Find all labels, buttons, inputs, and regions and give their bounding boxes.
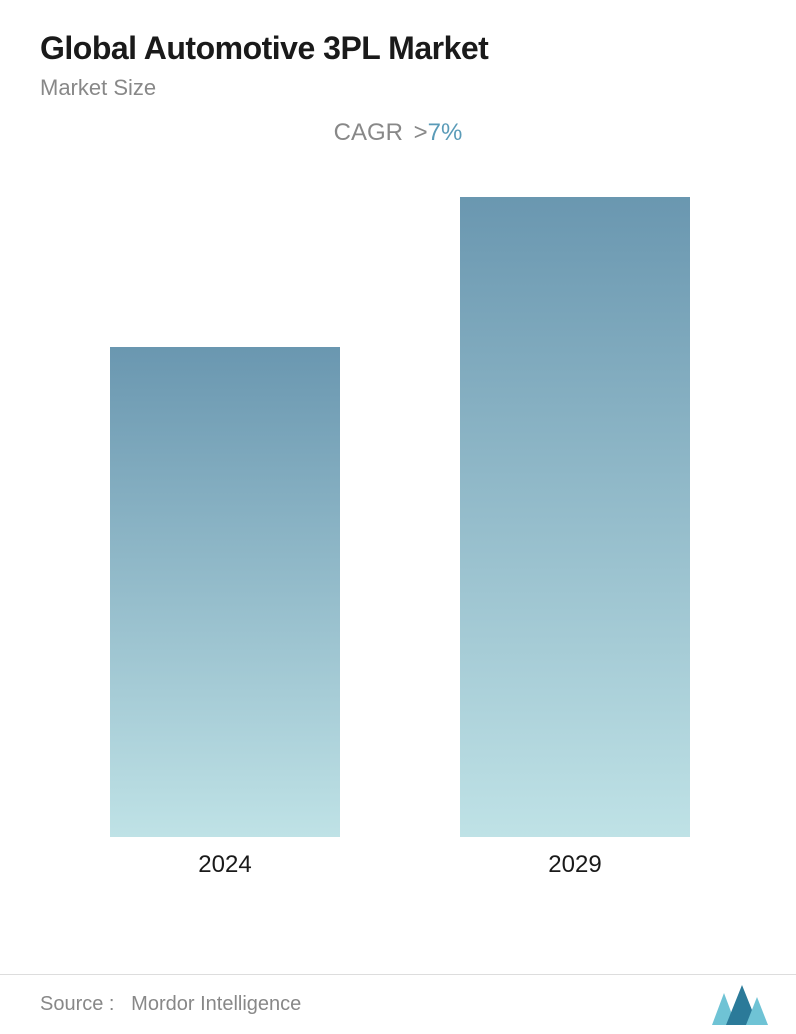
page-title: Global Automotive 3PL Market [40, 30, 756, 67]
source-label: Source : [40, 993, 114, 1015]
bar-2029 [460, 197, 690, 837]
source-line: Source : Mordor Intelligence [40, 993, 301, 1016]
page-subtitle: Market Size [40, 75, 756, 101]
cagr-operator: > [414, 119, 428, 146]
source-name: Mordor Intelligence [131, 993, 301, 1015]
footer: Source : Mordor Intelligence [0, 974, 796, 1034]
cagr-value: 7% [428, 119, 463, 146]
bar-label-2024: 2024 [110, 851, 340, 879]
bar-label-2029: 2029 [460, 851, 690, 879]
cagr-label: CAGR [334, 119, 403, 146]
bar-2024 [110, 347, 340, 837]
mordor-logo-icon [712, 985, 768, 1025]
bar-chart-svg [40, 167, 756, 887]
chart-area: 2024 2029 [40, 167, 756, 887]
cagr-row: CAGR >7% [40, 119, 756, 147]
